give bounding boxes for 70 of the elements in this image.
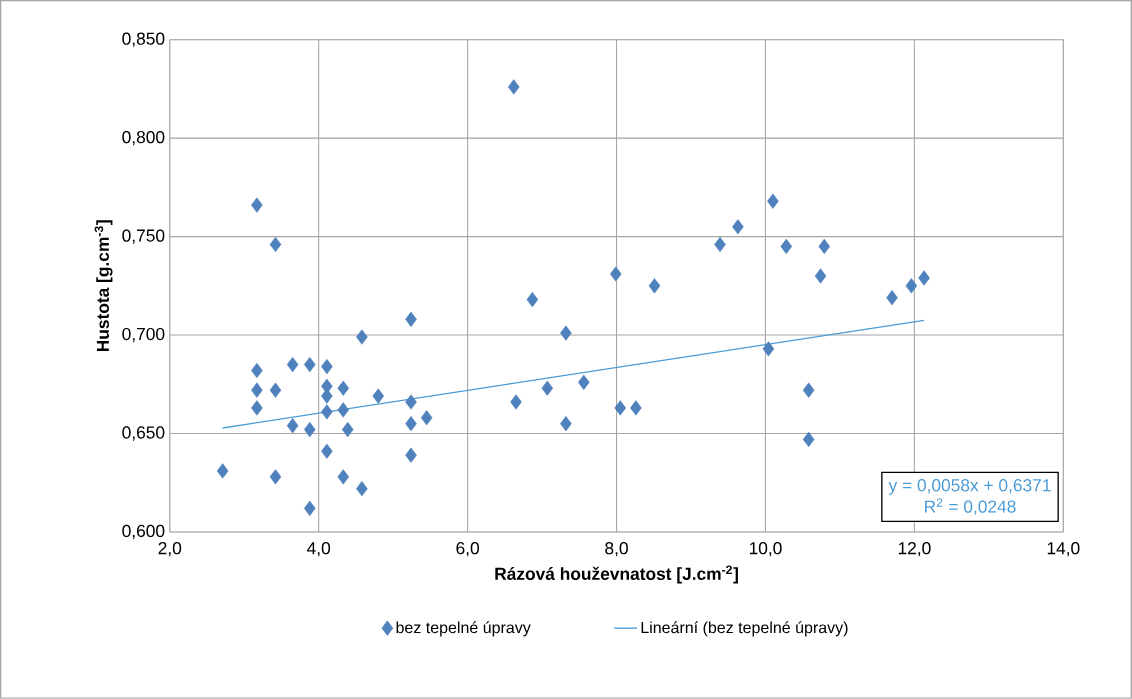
point [578, 374, 590, 391]
legend-label: bez tepelné úpravy [396, 621, 531, 637]
point [780, 238, 793, 255]
point [251, 197, 263, 213]
point [918, 270, 930, 286]
legend-label: Lineární (bez tepelné úpravy) [641, 621, 848, 637]
point [405, 447, 417, 463]
point [630, 400, 642, 416]
point [321, 359, 333, 375]
point [251, 363, 263, 379]
point [303, 357, 316, 373]
point [614, 400, 627, 416]
point [610, 266, 622, 282]
point [405, 311, 417, 328]
point [303, 422, 316, 438]
y-tick-label: 0,650 [122, 426, 165, 441]
point [762, 341, 775, 357]
x-tick-label: 12,0 [898, 542, 931, 557]
point [356, 329, 368, 345]
x-tick-label: 10,0 [749, 542, 782, 557]
point [405, 394, 417, 410]
point [251, 400, 263, 416]
point [321, 443, 333, 459]
point [337, 402, 350, 418]
point [648, 278, 661, 294]
point [372, 388, 385, 404]
point [714, 236, 726, 253]
point [560, 325, 572, 341]
point [286, 418, 299, 434]
point [341, 422, 354, 438]
x-tick-label: 8,0 [605, 542, 628, 557]
point [818, 238, 831, 255]
point [269, 236, 282, 253]
point [405, 416, 417, 432]
y-tick-label: 0,600 [122, 524, 165, 540]
point [541, 380, 554, 396]
y-tick-label: 0,800 [122, 131, 165, 146]
y-tick-label: 0,700 [122, 328, 165, 343]
point [269, 382, 282, 398]
annotation: R$^{2}$ = 0,0248 [925, 498, 1016, 515]
point [560, 416, 572, 432]
point [251, 382, 263, 398]
x-axis-title: Rázová houževnatost [J.cm$^{-2}$] [495, 565, 738, 584]
y-tick-label: 0,750 [122, 229, 165, 244]
point [508, 79, 520, 95]
point [510, 394, 522, 410]
x-tick-label: 14,0 [1047, 542, 1080, 557]
point [321, 404, 333, 420]
point [802, 382, 815, 398]
point [420, 410, 433, 426]
x-tick-label: 2,0 [158, 542, 182, 557]
x-tick-label: 4,0 [307, 542, 331, 557]
point [356, 481, 368, 497]
point [886, 290, 898, 306]
point [337, 469, 350, 485]
point [303, 500, 316, 517]
point [337, 380, 350, 396]
x-tick-label: 6,0 [456, 542, 479, 557]
point [905, 278, 918, 294]
point [802, 431, 815, 448]
point [767, 193, 779, 209]
y-axis-title: Hustota [g.cm$^{-3}$] [94, 220, 113, 352]
annotation: y = 0,0058x + 0,6371 [888, 479, 1051, 495]
point [286, 357, 299, 373]
point [732, 219, 744, 235]
point [216, 463, 229, 479]
point [526, 292, 539, 308]
point [814, 268, 827, 284]
y-tick-label: 0,850 [122, 32, 165, 47]
point [269, 469, 282, 485]
